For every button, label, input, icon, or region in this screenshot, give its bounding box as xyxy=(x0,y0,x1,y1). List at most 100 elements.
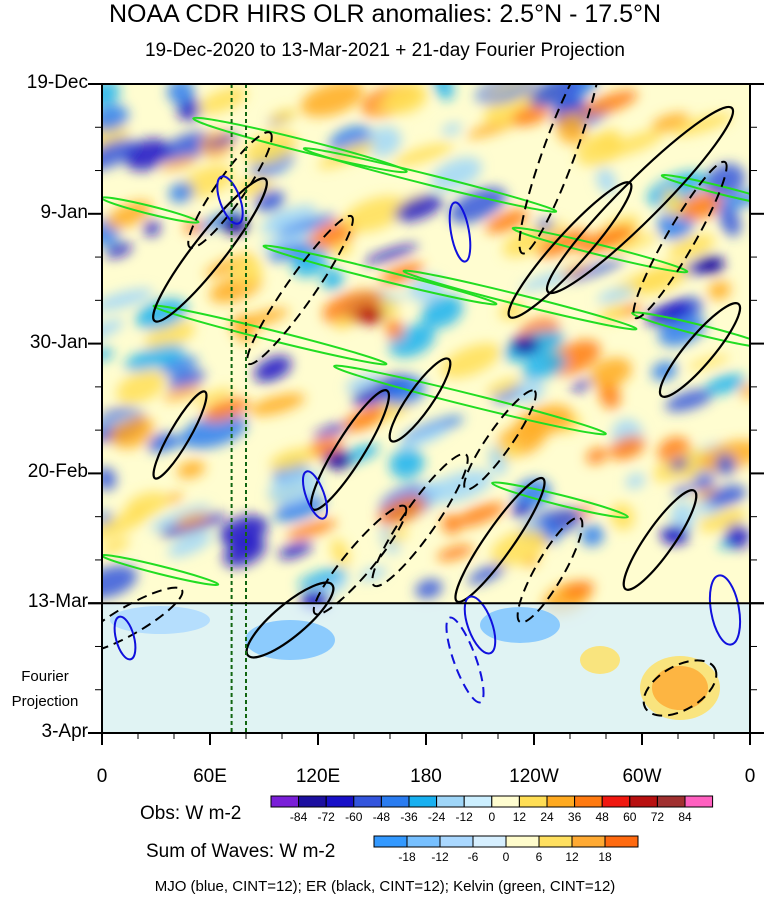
obs-colorbar-swatch xyxy=(463,795,493,808)
anomaly-patch xyxy=(342,195,407,233)
kelvin-contour xyxy=(152,304,388,366)
anomaly-patch xyxy=(102,537,130,555)
kelvin-contour xyxy=(302,147,558,213)
fourier-label-line2: Projection xyxy=(11,693,79,710)
anomaly-patch xyxy=(194,387,234,406)
obs-colorbar-level-label: -84 xyxy=(289,810,308,824)
obs-colorbar-level-label: -24 xyxy=(427,810,446,824)
anomaly-patch xyxy=(154,435,191,452)
obs-colorbar-swatch xyxy=(684,795,714,808)
anomaly-patch xyxy=(590,357,632,388)
anomaly-patch xyxy=(433,84,454,100)
er-contour-positive xyxy=(388,357,452,443)
anomaly-patch xyxy=(570,379,594,392)
obs-colorbar-level-label: 0 xyxy=(488,810,496,824)
anomaly-patch xyxy=(198,87,247,114)
anomaly-patch xyxy=(669,458,689,471)
anomaly-patch xyxy=(266,241,313,262)
mjo-contour-positive xyxy=(463,595,497,655)
anomaly-patch xyxy=(715,454,736,476)
obs-colorbar-level-label: -12 xyxy=(455,810,473,824)
x-tick-label: 60W xyxy=(622,766,662,787)
anomaly-patch xyxy=(556,112,587,145)
anomaly-patch xyxy=(586,447,608,464)
obs-colorbar-level-label: 24 xyxy=(540,810,554,824)
anomaly-patch xyxy=(207,133,239,149)
anomaly-patch xyxy=(389,448,425,479)
mjo-contour-positive xyxy=(216,175,244,225)
anomaly-patch xyxy=(102,409,144,434)
obs-colorbar-level-label: -36 xyxy=(400,810,418,824)
obs-colorbar-level-label: 72 xyxy=(650,810,665,824)
anomaly-patch xyxy=(670,501,696,532)
sow-colorbar-swatch xyxy=(571,835,606,848)
anomaly-patch xyxy=(441,513,460,535)
obs-colorbar-swatch xyxy=(629,795,658,808)
footnote: MJO (blue, CINT=12); ER (black, CINT=12)… xyxy=(154,878,616,895)
anomaly-patch xyxy=(278,541,313,559)
anomaly-patch xyxy=(102,84,120,106)
anomaly-patch xyxy=(124,344,186,372)
anomaly-patch xyxy=(102,104,129,132)
er-contour-positive xyxy=(545,105,735,295)
obs-colorbar-level-label: 84 xyxy=(678,810,692,824)
anomaly-patch xyxy=(345,373,382,393)
anomaly-patch xyxy=(565,259,625,282)
y-tick-label: 3-Apr xyxy=(41,721,88,742)
sow-colorbar-label: Sum of Waves: W m-2 xyxy=(146,841,336,862)
projection-region xyxy=(102,603,750,733)
sow-colorbar-swatch xyxy=(439,835,474,848)
obs-colorbar-swatch xyxy=(270,795,300,808)
anomaly-patch xyxy=(707,188,750,213)
anomaly-core xyxy=(696,256,724,274)
anomaly-patch xyxy=(300,84,365,117)
sow-colorbar-level-label: -18 xyxy=(398,850,416,864)
anomaly-patch xyxy=(149,504,211,531)
anomaly-patch xyxy=(562,581,595,599)
obs-colorbar-label: Obs: W m-2 xyxy=(140,803,242,824)
anomaly-patch xyxy=(102,288,154,311)
anomaly-patch xyxy=(725,523,750,549)
x-tick-label: 180 xyxy=(410,766,442,787)
x-tick-label: 120W xyxy=(509,766,559,787)
anomaly-patch xyxy=(174,512,209,527)
chart-title: NOAA CDR HIRS OLR anomalies: 2.5°N - 17.… xyxy=(108,0,662,28)
anomaly-patch xyxy=(421,480,444,500)
anomaly-patch xyxy=(167,531,213,557)
anomaly-patch xyxy=(596,168,617,194)
anomaly-patch xyxy=(365,126,402,157)
sow-colorbar-swatch xyxy=(604,835,639,848)
anomaly-patch xyxy=(333,316,352,330)
er-contour-negative xyxy=(642,659,718,717)
anomaly-patch xyxy=(607,233,658,254)
kelvin-contour xyxy=(511,226,689,274)
obs-colorbar-swatch xyxy=(518,795,548,808)
er-contour-negative xyxy=(246,214,354,366)
anomaly-patch xyxy=(249,393,306,416)
anomaly-patch xyxy=(378,495,426,526)
mjo-contour-positive xyxy=(113,615,137,661)
anomaly-patch xyxy=(105,242,133,258)
anomaly-patch xyxy=(330,538,350,568)
anomaly-core xyxy=(356,306,384,324)
anomaly-patch xyxy=(160,156,199,171)
anomaly-patch xyxy=(231,255,263,287)
anomaly-patch xyxy=(392,143,454,167)
kelvin-contour xyxy=(333,364,607,436)
kelvin-contour xyxy=(402,269,638,331)
anomaly-patch xyxy=(580,524,605,547)
anomaly-patch xyxy=(143,220,160,237)
y-tick-label: 13-Mar xyxy=(27,591,88,613)
sow-colorbar-swatch xyxy=(505,835,540,848)
x-tick-label: 60E xyxy=(193,766,227,787)
anomaly-patch xyxy=(102,319,124,342)
anomaly-patch xyxy=(705,163,746,197)
obs-colorbar-level-label: -60 xyxy=(345,810,363,824)
anomaly-patch xyxy=(705,374,746,395)
anomaly-patch xyxy=(373,91,423,112)
anomaly-patch xyxy=(384,376,426,407)
obs-colorbar-swatch xyxy=(325,795,355,808)
anomaly-patch xyxy=(177,460,206,479)
sow-colorbar-level-label: 18 xyxy=(598,850,612,864)
obs-colorbar-swatch xyxy=(546,795,576,808)
